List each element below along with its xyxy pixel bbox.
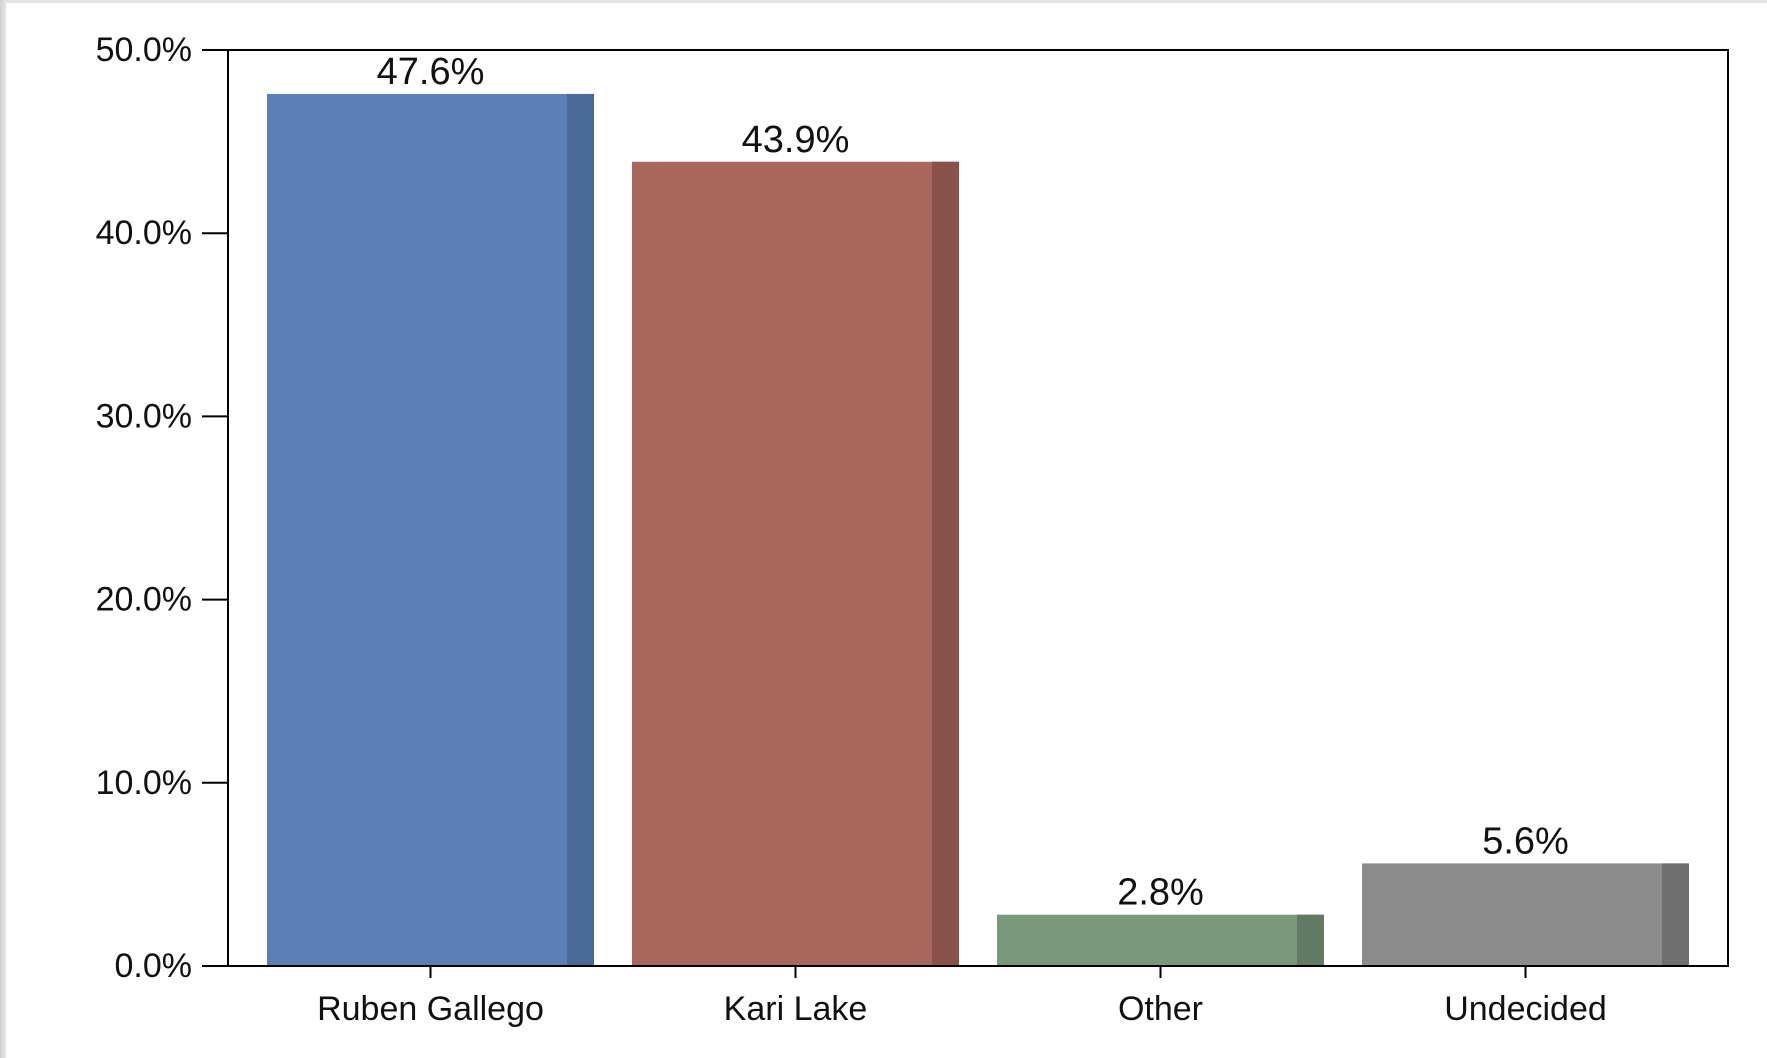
- x-tick-label: Other: [1118, 990, 1203, 1028]
- labels: 0.0% 10.0% 20.0% 30.0% 40.0% 50.0% 47.6% Ruben …: [96, 31, 1728, 1028]
- y-tick-label: 0.0%: [115, 947, 193, 985]
- y-tick-label: 10.0%: [96, 764, 192, 802]
- bar-kari-lake: [632, 161, 959, 966]
- y-tick-label: 50.0%: [96, 31, 192, 69]
- y-tick-label: 40.0%: [96, 214, 192, 252]
- data-label: 43.9%: [742, 119, 850, 161]
- window-edge-top: [0, 0, 1767, 3]
- window-edge-left: [0, 0, 6, 1058]
- bar-ruben-gallego: [267, 93, 594, 966]
- bar-shadow: [1297, 914, 1324, 966]
- bars: [267, 93, 1689, 966]
- x-tick-label: Ruben Gallego: [317, 990, 544, 1028]
- y-tick-label: 30.0%: [96, 397, 192, 435]
- bar-shadow: [932, 161, 959, 966]
- bar-undecided: [1362, 863, 1689, 966]
- bar-shadow: [1662, 863, 1689, 966]
- x-tick-label: Kari Lake: [724, 990, 868, 1028]
- bar-shadow: [567, 93, 594, 966]
- data-label: 47.6%: [377, 51, 485, 93]
- y-tick-label: 20.0%: [96, 581, 192, 619]
- x-tick-label: Undecided: [1444, 990, 1607, 1028]
- data-label: 2.8%: [1117, 872, 1204, 914]
- data-label: 5.6%: [1482, 820, 1569, 862]
- bar-other: [997, 914, 1324, 966]
